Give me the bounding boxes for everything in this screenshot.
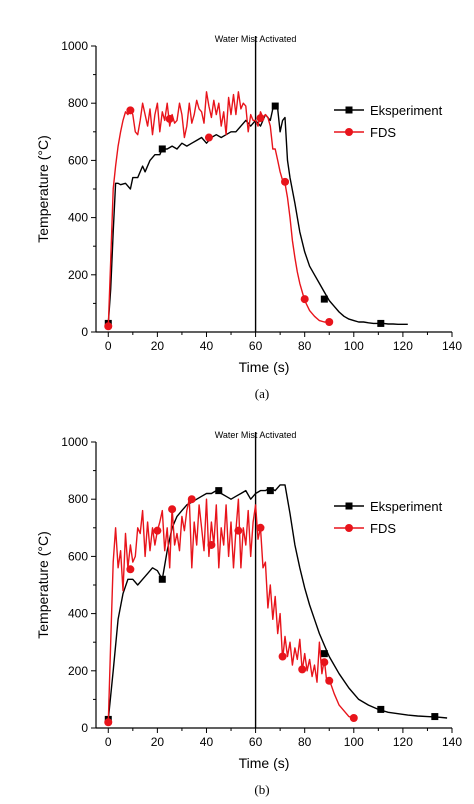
data-point-eksperiment	[158, 575, 166, 583]
data-point-eksperiment	[431, 713, 439, 721]
y-tick-label: 0	[81, 325, 88, 339]
data-point-fds	[168, 505, 177, 514]
x-tick-label: 0	[105, 339, 112, 353]
data-point-fds	[126, 565, 135, 574]
y-tick-label: 200	[68, 664, 88, 678]
data-point-eksperiment	[320, 650, 328, 658]
y-tick-label: 600	[68, 153, 88, 167]
data-point-fds	[256, 523, 265, 532]
y-tick-label: 800	[68, 492, 88, 506]
x-tick-label: 20	[151, 339, 165, 353]
data-point-fds	[256, 114, 265, 123]
data-point-fds	[153, 526, 162, 535]
data-point-eksperiment	[271, 102, 279, 110]
x-tick-label: 0	[105, 735, 112, 749]
y-tick-label: 0	[81, 721, 88, 735]
data-point-eksperiment	[377, 705, 385, 713]
x-tick-label: 120	[393, 339, 413, 353]
data-point-fds	[298, 665, 307, 674]
series-line-fds	[107, 91, 330, 327]
data-point-fds	[349, 713, 358, 722]
data-point-fds	[126, 106, 135, 115]
legend-label: Eksperiment	[370, 499, 443, 514]
x-tick-label: 20	[151, 735, 165, 749]
x-axis-label: Time (s)	[239, 359, 290, 375]
legend-label: Eksperiment	[370, 103, 443, 118]
data-point-eksperiment	[377, 319, 385, 327]
y-tick-label: 600	[68, 549, 88, 563]
water-mist-annotation: Water Mist Activated	[215, 430, 297, 440]
legend-label: FDS	[370, 521, 396, 536]
chart-panel-b: 0 200 400 600 800 1000 0 20 40 60 80 100 120 140 Time …	[35, 430, 462, 797]
chart-panel-a: 0 200 400 600 800 1000 0 20 40 60 80 100 120 140 Time …	[35, 34, 462, 401]
x-tick-label: 40	[200, 339, 214, 353]
x-tick-label: 140	[442, 339, 462, 353]
water-mist-annotation: Water Mist Activated	[215, 34, 297, 44]
data-point-fds	[320, 658, 329, 667]
x-axis-label: Time (s)	[239, 755, 290, 771]
y-axis-label: Temperature (°C)	[35, 135, 51, 243]
data-point-fds	[104, 322, 113, 331]
legend-label: FDS	[370, 125, 396, 140]
x-tick-label: 80	[298, 735, 312, 749]
data-point-fds	[104, 718, 113, 727]
series-line-eksperiment	[107, 105, 408, 325]
legend-marker-circle	[345, 524, 353, 532]
data-point-fds	[165, 114, 174, 123]
x-tick-label: 60	[249, 735, 263, 749]
legend-marker-square	[345, 106, 353, 114]
legend: Eksperiment FDS	[334, 103, 443, 140]
x-tick-label: 120	[393, 735, 413, 749]
y-axis-label: Temperature (°C)	[35, 531, 51, 639]
data-point-fds	[234, 526, 243, 535]
y-tick-label: 400	[68, 607, 88, 621]
x-tick-label: 60	[249, 339, 263, 353]
y-tick-label: 1000	[61, 435, 88, 449]
legend: Eksperiment FDS	[334, 499, 443, 536]
y-tick-label: 1000	[61, 39, 88, 53]
data-point-fds	[278, 652, 287, 661]
data-point-fds	[281, 177, 290, 186]
x-tick-label: 80	[298, 339, 312, 353]
x-tick-label: 100	[344, 735, 364, 749]
data-point-eksperiment	[266, 487, 274, 495]
legend-marker-square	[345, 502, 353, 510]
data-point-eksperiment	[158, 145, 166, 153]
y-tick-label: 200	[68, 268, 88, 282]
series-line-fds	[107, 498, 354, 723]
y-tick-label: 400	[68, 211, 88, 225]
series-line-eksperiment	[107, 484, 448, 720]
data-point-fds	[325, 317, 334, 326]
panel-label: (b)	[254, 782, 269, 797]
x-tick-label: 100	[344, 339, 364, 353]
panel-label: (a)	[255, 386, 269, 401]
data-point-fds	[207, 540, 216, 549]
data-point-fds	[300, 295, 309, 304]
data-point-fds	[325, 676, 334, 685]
data-point-eksperiment	[215, 487, 223, 495]
data-point-fds	[187, 495, 196, 504]
x-tick-label: 140	[442, 735, 462, 749]
legend-marker-circle	[345, 128, 353, 136]
x-tick-label: 40	[200, 735, 214, 749]
data-point-fds	[204, 133, 213, 142]
data-point-eksperiment	[320, 295, 328, 303]
y-tick-label: 800	[68, 96, 88, 110]
